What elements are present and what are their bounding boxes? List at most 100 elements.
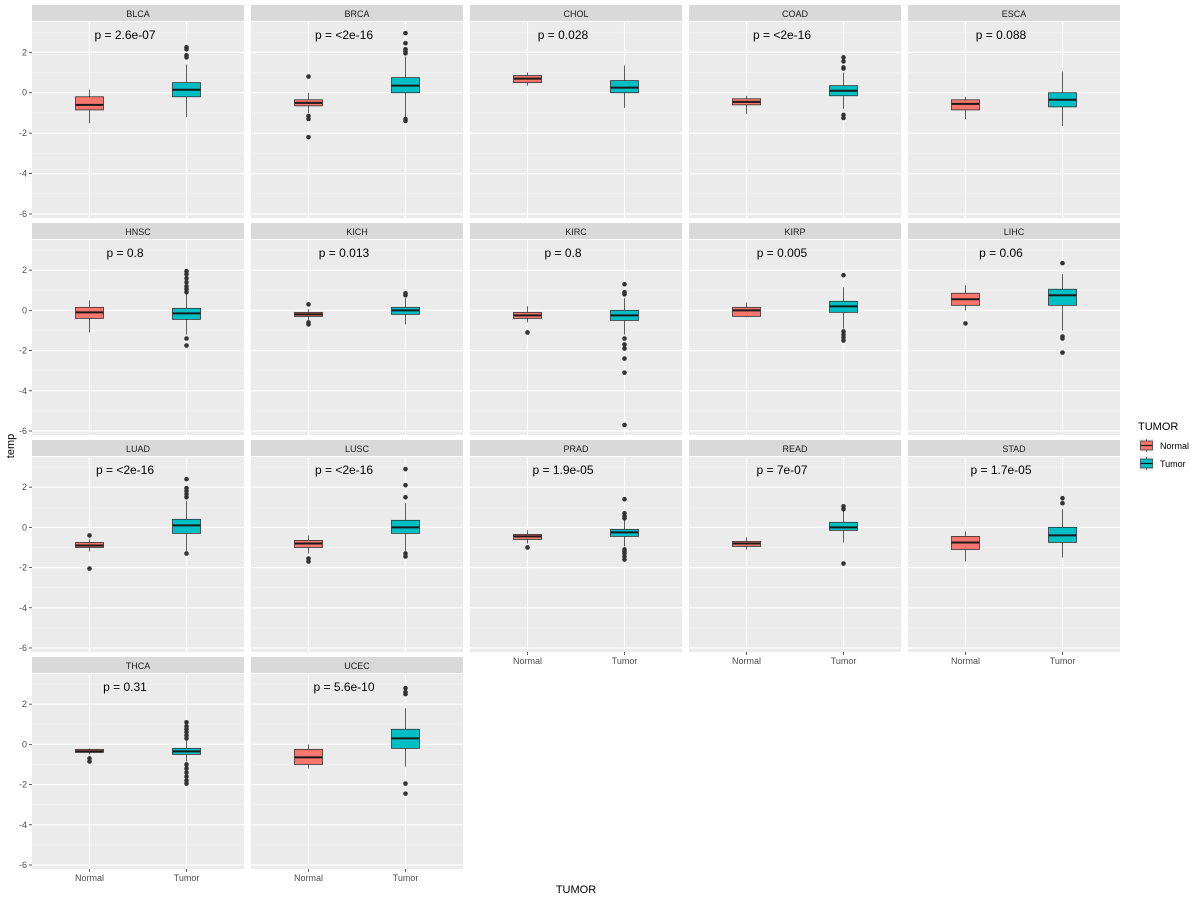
panel-background xyxy=(689,22,901,218)
facet-strip xyxy=(908,223,1120,239)
outlier-point xyxy=(841,59,846,64)
box-tumor xyxy=(391,290,420,325)
outlier-point xyxy=(622,346,627,351)
outlier-point xyxy=(184,279,189,285)
facet-strip-label: ESCA xyxy=(1002,9,1027,19)
x-tick-label: Tumor xyxy=(1050,656,1076,666)
outlier-point xyxy=(403,46,408,52)
legend-item-tumor: Tumor xyxy=(1139,456,1186,471)
outlier-point xyxy=(403,40,408,46)
facet-strip-label: KICH xyxy=(346,227,368,237)
panel-background xyxy=(908,22,1120,218)
outlier-point xyxy=(622,281,627,287)
outlier-point xyxy=(403,554,408,559)
facet-strip xyxy=(32,5,244,21)
facet-strip xyxy=(32,223,244,239)
y-tick-label: -6 xyxy=(19,643,27,653)
facet-strip xyxy=(32,440,244,456)
outlier-point xyxy=(841,115,846,121)
facet-strip xyxy=(251,657,463,673)
panel-background xyxy=(470,457,682,652)
p-value-label: p = 0.028 xyxy=(538,28,589,42)
box-normal xyxy=(75,533,104,571)
y-tick-label: 0 xyxy=(22,739,27,749)
box-tumor xyxy=(391,685,420,796)
outlier-point xyxy=(841,65,846,70)
p-value-label: p = 1.7e-05 xyxy=(970,463,1031,477)
outlier-point xyxy=(184,53,189,58)
facet-strip-label: PRAD xyxy=(563,444,589,454)
facet-strip-label: HNSC xyxy=(125,227,151,237)
outlier-point xyxy=(403,30,408,36)
facet-panel-coad: COAD p = <2e-16 xyxy=(689,5,901,218)
outlier-point xyxy=(403,689,408,695)
box-normal xyxy=(732,537,761,550)
outlier-point xyxy=(184,268,189,274)
facet-strip xyxy=(32,657,244,673)
panel-background xyxy=(470,22,682,218)
panel-background xyxy=(470,240,682,435)
facet-panel-thca: THCA p = 0.31 xyxy=(32,657,244,869)
axes-layer: 2 0 -2 -4 -6 2 0 -2 -4 -6 2 0 -2 -4 -6 Normal Tumor Norma… xyxy=(19,47,1075,883)
panels-layer: BLCA p = 2.6e-07 BRCA p = <2e-16 CHOL p = 0.0… xyxy=(32,5,1120,869)
outlier-point xyxy=(525,545,530,550)
facet-strip xyxy=(908,440,1120,456)
y-tick-label: -6 xyxy=(19,860,27,870)
outlier-point xyxy=(184,766,189,771)
outlier-point xyxy=(184,774,189,779)
outlier-point xyxy=(841,55,846,60)
box-iqr xyxy=(1048,288,1077,306)
p-value-label: p = <2e-16 xyxy=(753,28,811,42)
outlier-point xyxy=(306,559,311,564)
legend-title: TUMOR xyxy=(1138,421,1178,433)
box-normal xyxy=(732,302,761,318)
outlier-point xyxy=(622,356,627,361)
facet-panel-lihc: LIHC p = 0.06 xyxy=(908,223,1120,435)
facet-strip xyxy=(689,5,901,21)
outlier-point xyxy=(403,494,408,500)
x-tick-label: Normal xyxy=(951,656,980,666)
y-tick-label: -4 xyxy=(19,386,27,396)
y-tick-label: -2 xyxy=(19,346,27,356)
outlier-point xyxy=(306,134,311,140)
outlier-point xyxy=(622,510,627,516)
outlier-point xyxy=(184,762,189,767)
facet-panel-prad: PRAD p = 1.9e-05 xyxy=(470,440,682,652)
facet-strip-label: BLCA xyxy=(126,9,150,19)
outlier-point xyxy=(184,44,189,50)
facet-panel-read: READ p = 7e-07 xyxy=(689,440,901,652)
panel-background xyxy=(251,457,463,652)
outlier-point xyxy=(841,272,846,278)
box-tumor xyxy=(391,466,420,559)
facet-strip-label: LUAD xyxy=(126,444,151,454)
legend-label: Tumor xyxy=(1160,459,1186,469)
panel-background xyxy=(32,22,244,218)
box-tumor xyxy=(172,268,201,348)
outlier-point xyxy=(403,466,408,472)
y-tick-label: -2 xyxy=(19,128,27,138)
facet-strip xyxy=(689,223,901,239)
p-value-label: p = 0.088 xyxy=(976,28,1027,42)
outlier-point xyxy=(184,719,189,725)
outlier-point xyxy=(87,533,92,538)
outlier-point xyxy=(841,561,846,566)
panel-background xyxy=(251,240,463,435)
x-tick-label: Normal xyxy=(75,873,104,883)
box-normal xyxy=(75,89,104,124)
facet-strip xyxy=(470,223,682,239)
y-tick-label: 2 xyxy=(22,482,27,492)
p-value-label: p = <2e-16 xyxy=(96,463,154,477)
facet-strip xyxy=(908,5,1120,21)
facet-strip-label: UCEC xyxy=(344,661,370,671)
facet-panel-lusc: LUSC p = <2e-16 xyxy=(251,440,463,652)
panel-background xyxy=(32,240,244,435)
outlier-point xyxy=(403,290,408,296)
facet-strip-label: READ xyxy=(782,444,808,454)
box-tumor xyxy=(610,496,639,562)
p-value-label: p = <2e-16 xyxy=(315,463,373,477)
y-tick-label: -2 xyxy=(19,563,27,573)
panel-background xyxy=(32,674,244,869)
p-value-label: p = 0.31 xyxy=(103,680,147,694)
x-tick-label: Tumor xyxy=(612,656,638,666)
